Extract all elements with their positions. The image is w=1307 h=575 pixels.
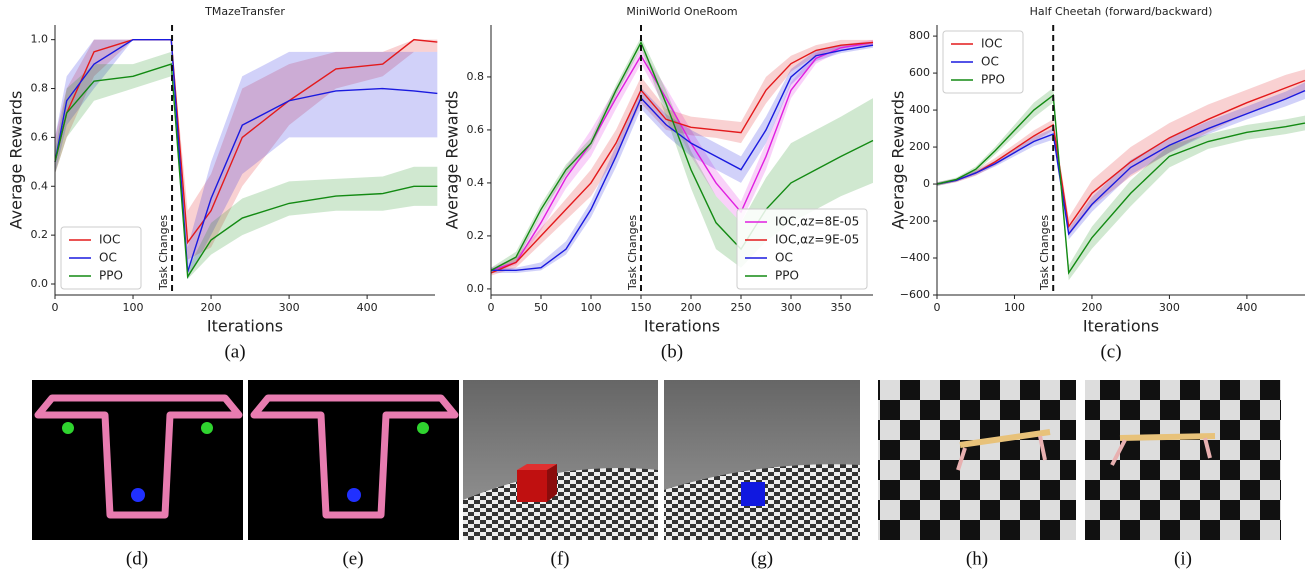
- x-axis-label: Iterations: [644, 317, 720, 336]
- legend-label: PPO: [99, 269, 123, 283]
- legend-label: IOC,αz=9E-05: [775, 233, 859, 247]
- y-tick-label: −200: [900, 214, 930, 227]
- y-tick-label: 200: [909, 140, 930, 153]
- image-caption: (g): [751, 548, 773, 569]
- confidence-band: [55, 39, 438, 260]
- confidence-band: [55, 39, 438, 280]
- chart-title: Half Cheetah (forward/backward): [1030, 5, 1213, 18]
- y-tick-label: 0.4: [467, 176, 485, 189]
- legend-label: PPO: [981, 73, 1005, 87]
- series-line: [54, 63, 438, 279]
- y-tick-label: −600: [900, 288, 930, 301]
- x-tick-label: 100: [1004, 301, 1025, 314]
- legend: IOC OC PPO: [60, 226, 142, 290]
- legend-label: PPO: [775, 269, 799, 283]
- y-axis-label: Average Rewards: [7, 91, 26, 230]
- x-tick-label: 0: [52, 301, 59, 314]
- x-tick-label: 200: [1081, 301, 1102, 314]
- x-tick-label: 200: [201, 301, 222, 314]
- chart-caption: (c): [1100, 341, 1121, 362]
- y-tick-label: 0.6: [467, 123, 485, 136]
- miniworld-image: [463, 380, 658, 540]
- y-tick-label: 0: [923, 177, 930, 190]
- x-tick-label: 150: [631, 301, 652, 314]
- legend-box: [942, 30, 1024, 94]
- annotation: Task Changes: [157, 215, 170, 291]
- tmaze-image: [32, 380, 243, 540]
- x-tick-label: 100: [123, 301, 144, 314]
- image-caption: (d): [126, 548, 148, 569]
- confidence-band: [937, 69, 1305, 236]
- legend-label: OC: [99, 251, 117, 265]
- image-caption: (f): [551, 548, 570, 569]
- confidence-band: [937, 82, 1305, 240]
- annotation: Task Changes: [1038, 215, 1051, 291]
- y-tick-label: 0.4: [31, 179, 49, 192]
- series-line: [936, 93, 1306, 275]
- legend-label: IOC,αz=8E-05: [775, 215, 859, 229]
- series-line: [490, 41, 874, 274]
- y-tick-label: 400: [909, 103, 930, 116]
- x-axis-label: Iterations: [1083, 317, 1159, 336]
- x-tick-label: 0: [488, 301, 495, 314]
- legend-box: [736, 208, 868, 290]
- y-tick-label: −400: [900, 251, 930, 264]
- x-tick-label: 100: [581, 301, 602, 314]
- y-tick-label: 600: [909, 66, 930, 79]
- y-tick-label: 800: [909, 29, 930, 42]
- y-tick-label: 0.2: [31, 228, 49, 241]
- series-line: [491, 44, 874, 272]
- y-tick-label: 0.8: [31, 82, 49, 95]
- chart-title: MiniWorld OneRoom: [626, 5, 737, 18]
- x-tick-label: 300: [781, 301, 802, 314]
- x-tick-label: 350: [831, 301, 852, 314]
- x-axis-label: Iterations: [207, 317, 283, 336]
- legend-label: OC: [981, 55, 999, 69]
- cheetah-image: [878, 380, 1076, 540]
- x-tick-label: 300: [279, 301, 300, 314]
- x-tick-label: 300: [1159, 301, 1180, 314]
- legend-box: [60, 226, 142, 290]
- cheetah-image: [1085, 380, 1281, 540]
- chart-caption: (b): [661, 341, 683, 362]
- series-line: [490, 41, 874, 272]
- y-tick-label: 0.2: [467, 229, 485, 242]
- x-tick-label: 50: [534, 301, 548, 314]
- image-caption: (e): [342, 548, 363, 569]
- x-tick-label: 0: [934, 301, 941, 314]
- series-line: [54, 38, 438, 272]
- legend: IOC,αz=8E-05 IOC,αz=9E-05 OC PPO: [736, 208, 868, 290]
- series-line: [936, 90, 1306, 236]
- annotation: Task Changes: [626, 215, 639, 291]
- y-tick-label: 0.0: [467, 282, 485, 295]
- confidence-band: [491, 39, 873, 276]
- legend-label: IOC: [981, 37, 1002, 51]
- legend-label: IOC: [99, 233, 120, 247]
- confidence-band: [55, 51, 438, 280]
- y-tick-label: 0.0: [31, 277, 49, 290]
- y-axis-label: Average Rewards: [443, 91, 462, 230]
- y-tick-label: 0.6: [31, 130, 49, 143]
- y-tick-label: 0.8: [467, 70, 485, 83]
- chart-caption: (a): [224, 341, 245, 362]
- tmaze-image: [248, 380, 459, 540]
- image-caption: (i): [1174, 548, 1192, 569]
- x-tick-label: 200: [681, 301, 702, 314]
- legend: IOC OC PPO: [942, 30, 1024, 94]
- legend-label: OC: [775, 251, 793, 265]
- y-tick-label: 1.0: [31, 33, 49, 46]
- image-caption: (h): [966, 548, 988, 569]
- chart-title: TMazeTransfer: [204, 5, 285, 18]
- y-axis-label: Average Rewards: [889, 91, 908, 230]
- x-tick-label: 250: [731, 301, 752, 314]
- miniworld-image: [664, 380, 860, 540]
- x-tick-label: 400: [1236, 301, 1257, 314]
- x-tick-label: 400: [357, 301, 378, 314]
- series-line: [54, 38, 438, 245]
- series-line: [490, 40, 874, 271]
- confidence-band: [937, 87, 1305, 281]
